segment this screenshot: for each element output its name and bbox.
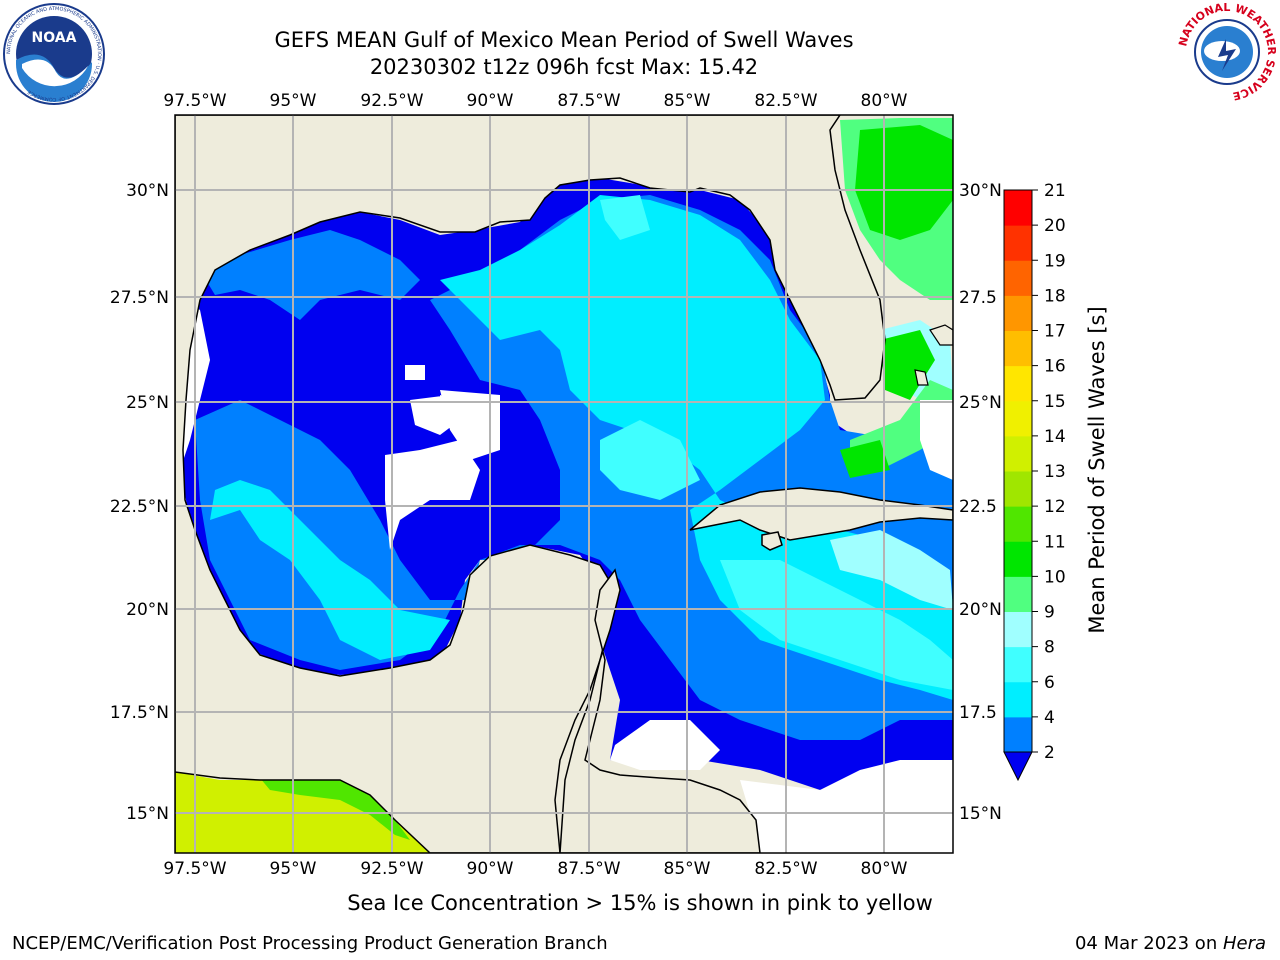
colorbar-tick-label: 11 bbox=[1044, 532, 1066, 552]
colorbar-label: Mean Period of Swell Waves [s] bbox=[1085, 306, 1109, 634]
lon-tick: 87.5°W bbox=[557, 859, 620, 879]
noaa-logo: NOAA NATIONAL OCEANIC AND ATMOSPHERIC AD… bbox=[3, 3, 105, 105]
lon-tick: 92.5°W bbox=[360, 859, 423, 879]
colorbar-tick-label: 20 bbox=[1044, 216, 1066, 236]
lon-tick: 92.5°W bbox=[360, 91, 423, 111]
lat-tick: 30°N bbox=[959, 181, 1002, 201]
graticule bbox=[175, 115, 953, 853]
lat-tick: 17.5 bbox=[959, 703, 997, 723]
colorbar-segment bbox=[1004, 681, 1032, 718]
colorbar-tick-label: 12 bbox=[1044, 497, 1066, 517]
lon-tick: 90°W bbox=[467, 859, 514, 879]
date-text: 04 Mar 2023 on bbox=[1074, 933, 1223, 954]
date-stamp: 04 Mar 2023 on Hera bbox=[1075, 933, 1266, 954]
lon-tick: 97.5°W bbox=[163, 859, 226, 879]
lat-tick: 25°N bbox=[959, 393, 1002, 413]
lat-tick: 20°N bbox=[959, 600, 1002, 620]
sea-ice-note: Sea Ice Concentration > 15% is shown in … bbox=[347, 891, 933, 915]
machine-name: Hera bbox=[1222, 933, 1266, 954]
land-isla-de-juventud bbox=[761, 531, 783, 551]
colorbar-tick-label: 18 bbox=[1044, 286, 1066, 306]
colorbar-segment bbox=[1004, 400, 1032, 437]
lon-tick: 87.5°W bbox=[557, 91, 620, 111]
colorbar-extend-arrow bbox=[1003, 751, 1033, 782]
atlantic-bright-green-patch bbox=[840, 125, 953, 478]
colorbar-segment bbox=[1004, 295, 1032, 331]
lat-tick: 15°N bbox=[959, 804, 1002, 824]
colorbar-tick-label: 17 bbox=[1044, 322, 1066, 342]
colorbar-tick-label: 8 bbox=[1044, 638, 1055, 658]
colorbar-segment bbox=[1004, 225, 1032, 261]
lat-tick: 20°N bbox=[126, 600, 169, 620]
pale-cyan-patch bbox=[600, 195, 953, 690]
colorbar-segment bbox=[1004, 541, 1032, 577]
colorbar: 2 4 6 8 9 10 11 12 13 14 15 16 17 18 19 20 21 bbox=[1003, 181, 1066, 782]
lon-ticks-bottom: 97.5°W 95°W 92.5°W 90°W 87.5°W 85°W 82.5… bbox=[163, 859, 907, 879]
lon-tick: 80°W bbox=[861, 91, 908, 111]
map-frame bbox=[174, 114, 954, 854]
colorbar-tick-label: 14 bbox=[1044, 427, 1066, 447]
colorbar-tick-label: 6 bbox=[1044, 673, 1055, 693]
colorbar-segment bbox=[1004, 435, 1032, 472]
lon-tick: 82.5°W bbox=[754, 859, 817, 879]
credit-line: NCEP/EMC/Verification Post Processing Pr… bbox=[12, 933, 608, 954]
lat-tick: 27.5°N bbox=[110, 288, 169, 308]
colorbar-tick-label: 16 bbox=[1044, 357, 1066, 377]
land-bahamas bbox=[914, 324, 953, 386]
land-mexico bbox=[175, 115, 886, 853]
lat-tick: 17.5°N bbox=[110, 703, 169, 723]
nws-logo: NATIONAL WEATHER SERVICE bbox=[1176, 1, 1278, 103]
colorbar-segment bbox=[1004, 365, 1032, 402]
colorbar-tick-label: 19 bbox=[1044, 251, 1066, 271]
lon-ticks-top: 97.5°W 95°W 92.5°W 90°W 87.5°W 85°W 82.5… bbox=[163, 91, 907, 111]
colorbar-tick-label: 21 bbox=[1044, 181, 1066, 201]
noaa-logo-text: NOAA bbox=[32, 30, 77, 46]
lon-tick: 85°W bbox=[664, 91, 711, 111]
colorbar-segment bbox=[1004, 716, 1032, 753]
lat-ticks-right: 30°N 27.5 25°N 22.5 20°N 17.5 15°N bbox=[959, 181, 1002, 824]
lon-tick: 80°W bbox=[861, 859, 908, 879]
colorbar-segment bbox=[1004, 190, 1032, 226]
lat-tick: 22.5 bbox=[959, 497, 997, 517]
map-title: GEFS MEAN Gulf of Mexico Mean Period of … bbox=[274, 28, 854, 52]
land-central-america bbox=[559, 568, 761, 853]
colorbar-segment bbox=[1004, 611, 1032, 648]
colorbar-segment bbox=[1004, 260, 1032, 296]
lon-tick: 85°W bbox=[664, 859, 711, 879]
lat-tick: 30°N bbox=[126, 181, 169, 201]
colorbar-tick-label: 15 bbox=[1044, 392, 1066, 412]
colorbar-tick-label: 4 bbox=[1044, 708, 1055, 728]
pacific-green-band bbox=[260, 775, 410, 840]
lon-tick: 82.5°W bbox=[754, 91, 817, 111]
no-data-area bbox=[178, 300, 953, 853]
colorbar-segment bbox=[1004, 576, 1032, 612]
lon-tick: 90°W bbox=[467, 91, 514, 111]
lon-tick: 97.5°W bbox=[163, 91, 226, 111]
colorbar-segment bbox=[1004, 506, 1032, 542]
lat-tick: 27.5 bbox=[959, 288, 997, 308]
colorbar-tick-label: 2 bbox=[1044, 743, 1055, 763]
colorbar-tick-label: 9 bbox=[1044, 603, 1055, 623]
lat-tick: 25°N bbox=[126, 393, 169, 413]
lon-tick: 95°W bbox=[270, 91, 317, 111]
lat-tick: 15°N bbox=[126, 804, 169, 824]
lat-ticks-left: 30°N 27.5°N 25°N 22.5°N 20°N 17.5°N 15°N bbox=[110, 181, 169, 824]
lat-tick: 22.5°N bbox=[110, 497, 169, 517]
colorbar-segment bbox=[1004, 330, 1032, 367]
forecast-subtitle: 20230302 t12z 096h fcst Max: 15.42 bbox=[369, 55, 759, 79]
lon-tick: 95°W bbox=[270, 859, 317, 879]
colorbar-segment bbox=[1004, 646, 1032, 683]
colorbar-tick-label: 13 bbox=[1044, 462, 1066, 482]
land-cuba bbox=[689, 487, 953, 541]
colorbar-tick-label: 10 bbox=[1044, 567, 1066, 587]
map-canvas bbox=[175, 115, 953, 853]
colorbar-segment bbox=[1004, 471, 1032, 507]
